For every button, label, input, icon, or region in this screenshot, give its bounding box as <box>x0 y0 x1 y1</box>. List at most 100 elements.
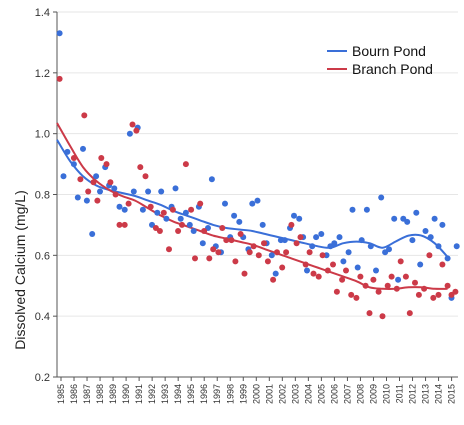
point-bourn-pond <box>177 215 184 222</box>
point-branch-pond <box>293 240 300 247</box>
point-branch-pond <box>412 279 418 286</box>
point-bourn-pond <box>422 228 429 234</box>
point-bourn-pond <box>363 206 370 213</box>
point-bourn-pond <box>345 249 352 256</box>
point-bourn-pond <box>386 246 392 253</box>
x-tick-label: 1990 <box>121 384 131 404</box>
x-tick-label: 2002 <box>277 384 287 404</box>
point-bourn-pond <box>340 258 347 265</box>
point-branch-pond <box>406 310 413 317</box>
point-bourn-pond <box>222 200 228 207</box>
point-branch-pond <box>319 252 326 259</box>
x-tick-label: 2007 <box>342 384 352 404</box>
x-tick-label: 2010 <box>381 384 391 404</box>
point-bourn-pond <box>259 221 266 228</box>
point-branch-pond <box>241 270 248 277</box>
point-branch-pond <box>81 112 88 119</box>
point-bourn-pond <box>70 161 77 168</box>
x-tick-label: 2003 <box>290 384 300 404</box>
point-branch-pond <box>384 282 391 289</box>
point-branch-pond <box>288 221 295 228</box>
point-bourn-pond <box>249 200 256 207</box>
point-bourn-pond <box>281 237 288 244</box>
point-branch-pond <box>415 291 422 298</box>
point-branch-pond <box>237 231 244 237</box>
point-branch-pond <box>315 273 322 280</box>
point-bourn-pond <box>373 267 379 274</box>
point-branch-pond <box>85 188 92 195</box>
point-branch-pond <box>188 206 195 213</box>
point-bourn-pond <box>116 203 123 210</box>
point-branch-pond <box>166 246 172 253</box>
point-bourn-pond <box>83 197 90 204</box>
point-branch-pond <box>306 249 313 256</box>
point-branch-pond <box>452 288 459 295</box>
point-branch-pond <box>121 221 128 228</box>
point-branch-pond <box>348 291 355 298</box>
x-tick-label: 2009 <box>368 384 378 404</box>
point-branch-pond <box>388 273 395 280</box>
point-bourn-pond <box>391 215 398 222</box>
point-bourn-pond <box>378 194 385 201</box>
point-branch-pond <box>197 200 204 207</box>
point-branch-pond <box>343 267 349 274</box>
point-branch-pond <box>375 288 382 295</box>
point-bourn-pond <box>268 252 275 259</box>
x-tick-label: 1991 <box>134 384 144 404</box>
x-tick-label: 2000 <box>251 384 261 404</box>
point-bourn-pond <box>236 218 243 225</box>
x-tick-label: 2013 <box>421 384 431 404</box>
point-branch-pond <box>324 267 331 274</box>
point-bourn-pond <box>413 209 420 216</box>
point-bourn-pond <box>444 255 451 262</box>
point-branch-pond <box>421 285 428 292</box>
point-branch-pond <box>264 258 271 265</box>
point-branch-pond <box>330 261 336 268</box>
x-tick-label: 2014 <box>434 384 444 404</box>
y-tick-label: 1.0 <box>35 129 50 141</box>
point-branch-pond <box>206 255 213 262</box>
point-branch-pond <box>215 249 222 256</box>
point-branch-pond <box>270 276 277 283</box>
x-tick-label: 1995 <box>186 384 196 404</box>
point-branch-pond <box>255 252 262 259</box>
point-branch-pond <box>223 237 230 244</box>
data-points <box>56 30 460 320</box>
point-branch-pond <box>366 310 373 317</box>
point-bourn-pond <box>331 240 338 247</box>
x-tick-label: 1996 <box>199 384 209 404</box>
point-bourn-pond <box>427 234 434 241</box>
point-bourn-pond <box>163 215 170 222</box>
point-bourn-pond <box>182 209 189 216</box>
point-bourn-pond <box>56 30 63 37</box>
x-tick-label: 1998 <box>225 384 235 404</box>
y-tick-label: 0.6 <box>35 250 50 262</box>
y-tick-label: 1.2 <box>35 68 50 80</box>
point-branch-pond <box>402 273 409 280</box>
point-branch-pond <box>430 294 437 301</box>
point-branch-pond <box>339 276 346 283</box>
x-tick-label: 1997 <box>212 384 222 404</box>
point-branch-pond <box>283 249 290 256</box>
x-tick-label: 1993 <box>160 384 170 404</box>
point-bourn-pond <box>417 261 424 268</box>
x-tick-label: 2008 <box>355 384 365 404</box>
point-branch-pond <box>370 276 377 283</box>
point-branch-pond <box>397 258 404 265</box>
point-bourn-pond <box>231 212 238 219</box>
legend-label-branch-pond: Branch Pond <box>352 61 433 77</box>
point-bourn-pond <box>409 237 416 244</box>
point-bourn-pond <box>158 188 165 195</box>
point-branch-pond <box>261 240 267 247</box>
point-bourn-pond <box>431 215 438 222</box>
point-branch-pond <box>160 209 167 216</box>
legend: Bourn Pond Branch Pond <box>327 43 433 77</box>
x-tick-label: 2006 <box>329 384 339 404</box>
point-bourn-pond <box>439 221 446 228</box>
point-branch-pond <box>444 282 451 289</box>
point-branch-pond <box>175 228 182 234</box>
x-tick-label: 1992 <box>147 384 157 404</box>
point-branch-pond <box>297 234 304 241</box>
